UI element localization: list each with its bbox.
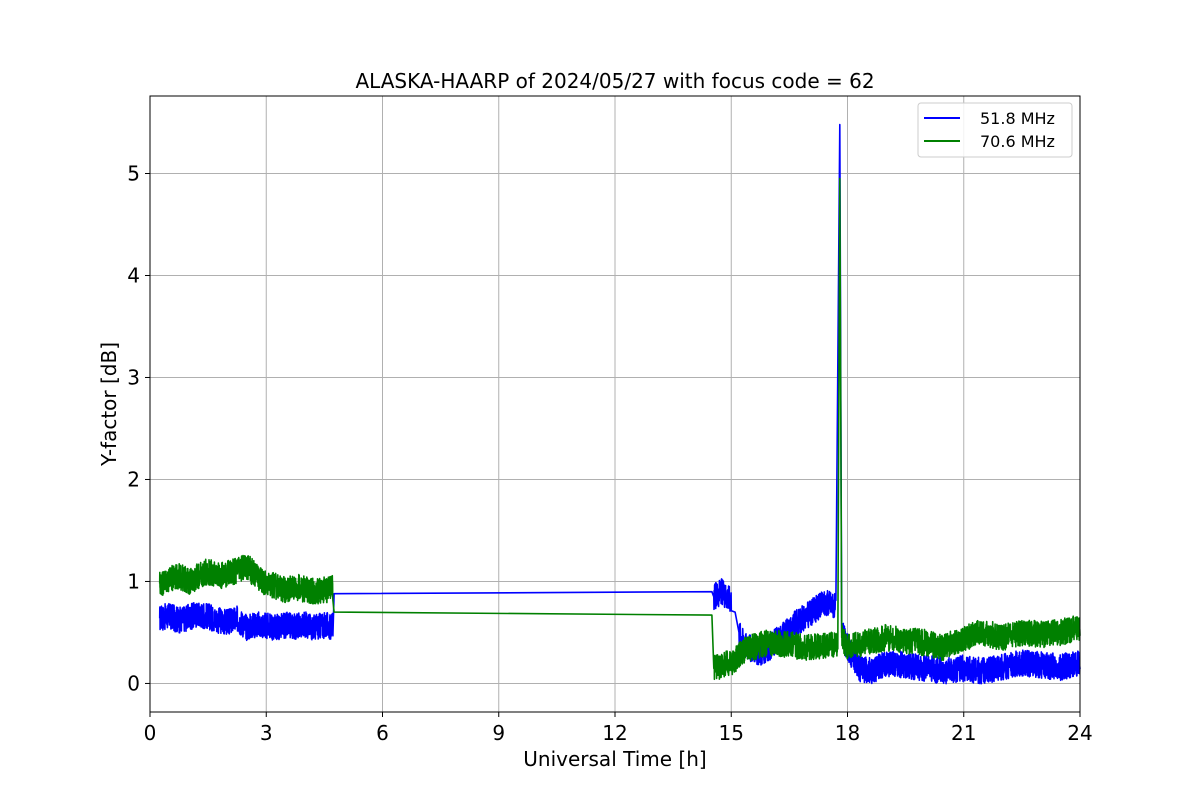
legend: 51.8 MHz 70.6 MHz	[917, 102, 1073, 158]
x-tick-label: 24	[1067, 721, 1092, 745]
y-tick-label: 3	[127, 365, 140, 389]
y-tick-label: 1	[127, 569, 140, 593]
x-tick-label: 12	[602, 721, 627, 745]
legend-label-70-6-mhz: 70.6 MHz	[980, 132, 1055, 151]
x-tick-label: 6	[376, 721, 389, 745]
y-tick-label: 4	[127, 263, 140, 287]
chart-title: ALASKA-HAARP of 2024/05/27 with focus co…	[355, 69, 874, 93]
x-tick-label: 3	[260, 721, 273, 745]
x-tick-label: 0	[144, 721, 157, 745]
y-tick-label: 0	[127, 671, 140, 695]
y-tick-label: 5	[127, 162, 140, 186]
y-axis-label: Y-factor [dB]	[97, 342, 121, 467]
x-tick-label: 18	[835, 721, 860, 745]
legend-label-51-8-mhz: 51.8 MHz	[980, 109, 1055, 128]
series-line-51-8-mhz	[158, 123, 1081, 685]
x-tick-label: 21	[951, 721, 976, 745]
plot-series	[158, 123, 1081, 685]
x-tick-label: 15	[719, 721, 744, 745]
x-axis-label: Universal Time [h]	[523, 747, 706, 771]
x-tick-label: 9	[492, 721, 505, 745]
legend-box	[917, 102, 1073, 158]
series-line-70-6-mhz	[158, 177, 1081, 681]
y-tick-label: 2	[127, 467, 140, 491]
